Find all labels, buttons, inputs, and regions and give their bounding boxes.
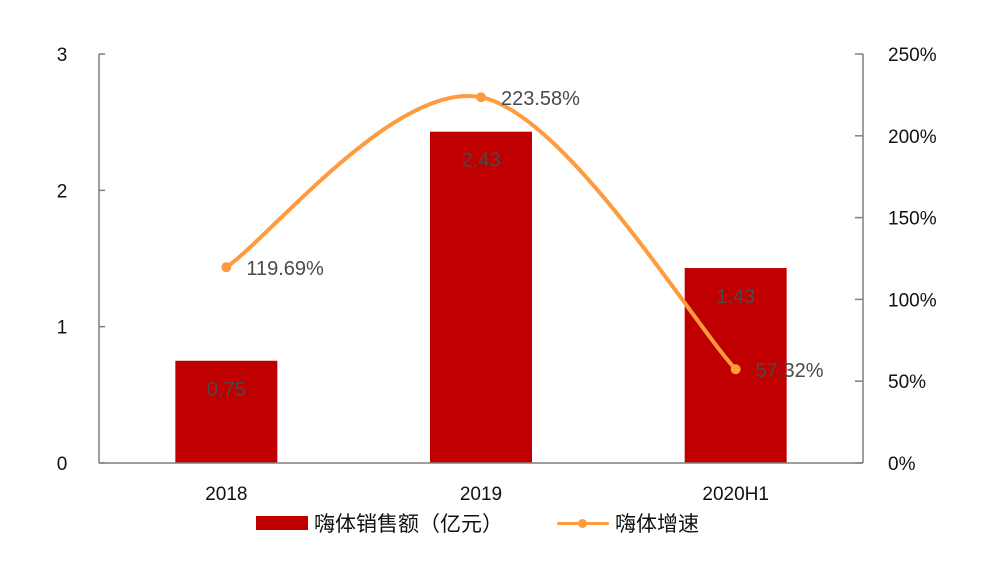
bar-value-label: 0.75: [207, 379, 246, 401]
line-marker: [730, 364, 741, 375]
x-tick-label: 2018: [205, 484, 247, 505]
x-axis: 2018 2019 2020H1: [99, 462, 863, 505]
bar-value-label: 1.43: [716, 286, 755, 308]
left-y-axis: 0 1 2 3: [57, 45, 105, 475]
line-marker: [221, 262, 232, 273]
line-value-label: 223.58%: [501, 88, 580, 110]
legend-label-sales: 嗨体销售额（亿元）: [314, 512, 503, 536]
right-y-axis: 0% 50% 100% 150% 200% 250%: [855, 45, 937, 475]
growth-line: [221, 92, 741, 375]
line-swatch-icon: [557, 516, 609, 530]
bar-swatch-icon: [256, 516, 308, 530]
bar: [175, 360, 278, 463]
right-tick-label: 250%: [888, 45, 937, 66]
data-labels: 0.75 2.43 1.43 119.69% 223.58% 57.32%: [207, 88, 824, 401]
left-tick-label: 2: [57, 181, 68, 202]
left-tick-label: 0: [57, 454, 68, 475]
right-tick-label: 200%: [888, 127, 937, 148]
x-tick-label: 2019: [460, 484, 502, 505]
x-tick-label: 2020H1: [702, 484, 769, 505]
legend-item-growth: 嗨体增速: [557, 508, 699, 538]
legend-item-sales: 嗨体销售额（亿元）: [256, 508, 503, 538]
bar-value-label: 2.43: [462, 150, 501, 172]
left-tick-label: 3: [57, 45, 68, 66]
bar: [430, 131, 532, 463]
right-tick-label: 50%: [888, 372, 926, 393]
line-marker: [476, 92, 486, 103]
right-tick-label: 100%: [888, 290, 937, 311]
line-value-label: 57.32%: [756, 360, 824, 382]
line-value-label: 119.69%: [246, 258, 324, 280]
legend-label-growth: 嗨体增速: [615, 512, 699, 536]
right-tick-label: 150%: [888, 209, 937, 230]
right-tick-label: 0%: [888, 454, 916, 475]
left-tick-label: 1: [57, 318, 68, 339]
legend: 嗨体销售额（亿元） 嗨体增速: [256, 508, 753, 538]
sales-bars: [175, 131, 787, 463]
